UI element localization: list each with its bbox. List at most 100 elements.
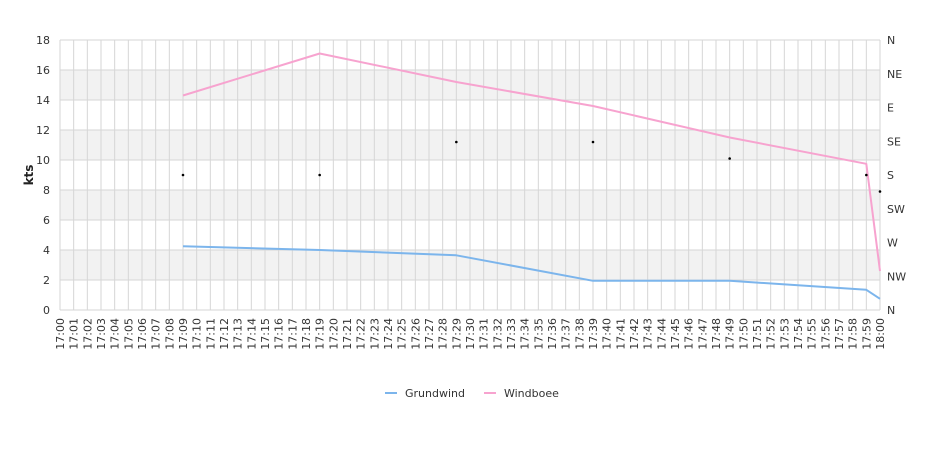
y-tick-label: 0	[43, 304, 50, 317]
x-tick-label: 17:10	[191, 318, 204, 350]
x-tick-label: 17:00	[54, 318, 67, 350]
x-tick-label: 17:47	[696, 318, 709, 350]
x-tick-label: 17:29	[450, 318, 463, 350]
x-tick-label: 17:38	[573, 318, 586, 350]
x-tick-label: 17:48	[710, 318, 723, 350]
y-axis-title: kts	[22, 165, 36, 186]
x-tick-label: 17:06	[136, 318, 149, 350]
x-tick-label: 17:51	[751, 318, 764, 350]
direction-tick-label: NW	[887, 270, 906, 283]
y-tick-label: 10	[36, 154, 50, 167]
direction-tick-label: SE	[887, 135, 901, 148]
x-tick-label: 17:18	[300, 318, 313, 350]
direction-marker	[865, 173, 868, 177]
x-tick-label: 17:42	[628, 318, 641, 350]
y-axis-ticks: 0 2 4 6 8 10 12 14 16 18	[36, 34, 50, 317]
direction-markers	[181, 140, 882, 193]
x-tick-label: 17:58	[847, 318, 860, 350]
x-tick-label: 17:31	[478, 318, 491, 350]
x-tick-label: 18:00	[874, 318, 887, 350]
x-tick-label: 17:54	[792, 318, 805, 350]
y-tick-label: 16	[36, 64, 50, 77]
direction-tick-label: SW	[887, 203, 905, 216]
legend-label: Windboee	[504, 387, 559, 400]
direction-tick-label: E	[887, 102, 894, 115]
x-tick-label: 17:19	[314, 318, 327, 350]
x-tick-label: 17:13	[232, 318, 245, 350]
series-lines	[182, 52, 881, 300]
direction-tick-label: N	[887, 304, 895, 317]
y-tick-label: 14	[36, 94, 50, 107]
x-tick-label: 17:26	[409, 318, 422, 350]
x-tick-label: 17:15	[259, 318, 272, 350]
direction-marker	[181, 173, 185, 177]
vertical-gridlines	[59, 40, 881, 310]
x-axis-ticks: 17:00 17:01 17:02 17:03 17:04 17:05 17:06 17:07…	[54, 318, 887, 350]
x-tick-label: 17:17	[286, 318, 299, 350]
horizontal-gridlines	[60, 39, 880, 311]
x-tick-label: 17:23	[368, 318, 381, 350]
x-tick-label: 17:33	[505, 318, 518, 350]
x-tick-label: 17:55	[806, 318, 819, 350]
direction-tick-label: N	[887, 34, 895, 47]
direction-marker	[455, 140, 458, 144]
x-tick-label: 17:57	[833, 318, 846, 350]
x-tick-label: 17:08	[163, 318, 176, 350]
x-tick-label: 17:22	[355, 318, 368, 350]
x-tick-label: 17:24	[382, 318, 395, 350]
x-tick-label: 17:50	[737, 318, 750, 350]
x-tick-label: 17:52	[765, 318, 778, 350]
x-tick-label: 17:05	[122, 318, 135, 350]
x-tick-label: 17:02	[81, 318, 94, 350]
x-tick-label: 17:07	[150, 318, 163, 350]
direction-marker	[318, 173, 321, 177]
x-tick-label: 17:25	[396, 318, 409, 350]
x-tick-label: 17:03	[95, 318, 108, 350]
x-tick-label: 17:49	[724, 318, 737, 350]
series-line	[182, 245, 881, 300]
direction-tick-label: NE	[887, 68, 902, 81]
direction-marker	[878, 190, 882, 193]
y-tick-label: 8	[43, 184, 50, 197]
x-tick-label: 17:56	[819, 318, 832, 350]
x-tick-label: 17:40	[601, 318, 614, 350]
legend-label: Grundwind	[405, 387, 465, 400]
x-tick-label: 17:46	[683, 318, 696, 350]
x-tick-label: 17:44	[655, 318, 668, 350]
y-tick-label: 4	[43, 244, 50, 257]
y-tick-label: 2	[43, 274, 50, 287]
legend: Grundwind Windboee	[385, 387, 559, 400]
x-tick-label: 17:35	[532, 318, 545, 350]
direction-tick-label: W	[887, 237, 898, 250]
x-tick-label: 17:01	[68, 318, 81, 350]
x-tick-label: 17:12	[218, 318, 231, 350]
x-tick-label: 17:04	[109, 318, 122, 350]
x-tick-label: 17:41	[614, 318, 627, 350]
x-tick-label: 17:11	[204, 318, 217, 350]
x-tick-label: 17:39	[587, 318, 600, 350]
x-tick-label: 17:14	[245, 318, 258, 350]
x-tick-label: 17:53	[778, 318, 791, 350]
x-tick-label: 17:27	[423, 318, 436, 350]
series-line	[182, 52, 881, 272]
x-tick-label: 17:37	[560, 318, 573, 350]
y-tick-label: 12	[36, 124, 50, 137]
y-tick-label: 6	[43, 214, 50, 227]
x-tick-label: 17:20	[327, 318, 340, 350]
x-tick-label: 17:36	[546, 318, 559, 350]
x-tick-label: 17:09	[177, 318, 190, 350]
x-tick-label: 17:45	[669, 318, 682, 350]
direction-tick-label: S	[887, 169, 894, 182]
direction-marker	[591, 140, 595, 144]
y-tick-label: 18	[36, 34, 50, 47]
x-tick-label: 17:32	[491, 318, 504, 350]
x-tick-label: 17:28	[437, 318, 450, 350]
x-tick-label: 17:59	[860, 318, 873, 350]
x-tick-label: 17:34	[519, 318, 532, 350]
x-tick-label: 17:30	[464, 318, 477, 350]
x-tick-label: 17:16	[273, 318, 286, 350]
x-tick-label: 17:21	[341, 318, 354, 350]
direction-marker	[728, 157, 731, 160]
direction-axis-ticks: N NW W SW S SE E NE N	[887, 34, 906, 317]
